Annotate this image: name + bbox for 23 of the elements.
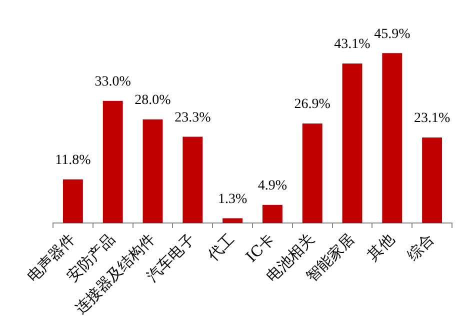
data-label: 23.3% — [174, 110, 212, 126]
data-label: 43.1% — [334, 37, 371, 52]
data-label: 4.9% — [258, 178, 288, 194]
bar — [102, 100, 123, 224]
data-label: 33.0% — [94, 74, 132, 90]
data-label: 23.1% — [414, 111, 450, 126]
bar — [422, 138, 442, 224]
x-tick-label: 代工 — [203, 230, 238, 265]
data-label: 45.9% — [374, 26, 411, 42]
bar — [302, 123, 322, 224]
bar — [222, 218, 243, 224]
bar — [382, 53, 402, 224]
data-label: 26.9% — [294, 97, 331, 112]
x-tick-label: 其他 — [364, 230, 398, 264]
bar — [142, 119, 163, 224]
x-tick-label: 综合 — [404, 230, 438, 264]
data-label: 28.0% — [134, 93, 172, 108]
bar — [342, 64, 362, 224]
bar — [262, 204, 282, 224]
bar — [62, 179, 83, 224]
bar — [182, 136, 203, 224]
data-label: 1.3% — [218, 192, 248, 207]
data-label: 11.8% — [55, 153, 92, 168]
